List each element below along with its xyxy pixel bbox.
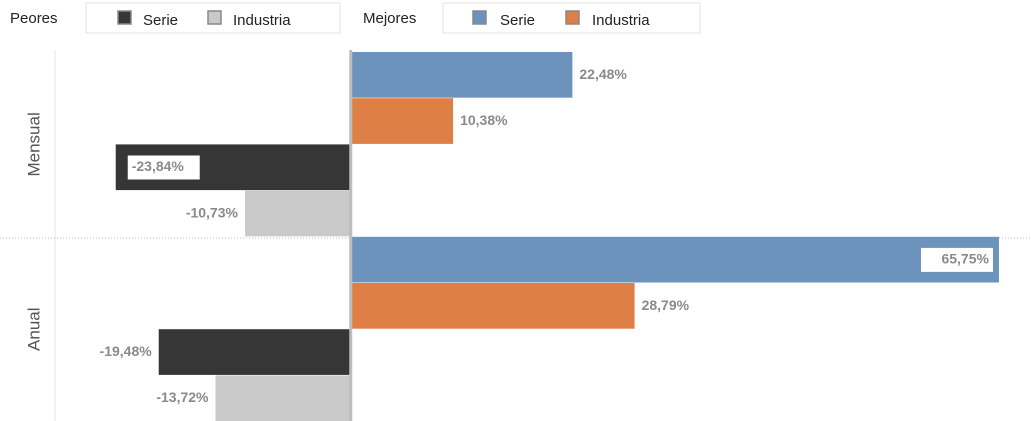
legend-swatch xyxy=(565,10,580,25)
legend-swatch xyxy=(472,10,487,25)
value-label: 65,75% xyxy=(941,251,989,267)
value-label-box xyxy=(127,155,200,180)
value-label-box xyxy=(920,247,993,272)
legend-label: Industria xyxy=(233,12,291,29)
legend-label: Serie xyxy=(500,12,535,29)
legend-swatch xyxy=(117,10,132,25)
category-label: Anual xyxy=(24,307,43,350)
bar xyxy=(244,190,351,237)
value-label: 22,48% xyxy=(579,66,627,82)
legend-title: Mejores xyxy=(363,10,416,27)
bar xyxy=(350,283,635,329)
legend-swatch xyxy=(207,10,222,25)
value-label: 28,79% xyxy=(642,297,690,313)
bar xyxy=(158,329,351,375)
bar xyxy=(350,98,454,144)
legend-label: Serie xyxy=(143,12,178,29)
value-label: -10,73% xyxy=(186,204,239,220)
value-label: -19,48% xyxy=(100,343,153,359)
bar xyxy=(215,375,351,421)
value-label: 10,38% xyxy=(460,112,508,128)
bar xyxy=(350,52,573,98)
value-label: -13,72% xyxy=(156,389,209,405)
bar xyxy=(350,236,999,283)
legend-title: Peores xyxy=(10,10,58,27)
category-label: Mensual xyxy=(24,112,43,176)
value-label: -23,84% xyxy=(132,158,185,174)
legend-label: Industria xyxy=(592,12,650,29)
